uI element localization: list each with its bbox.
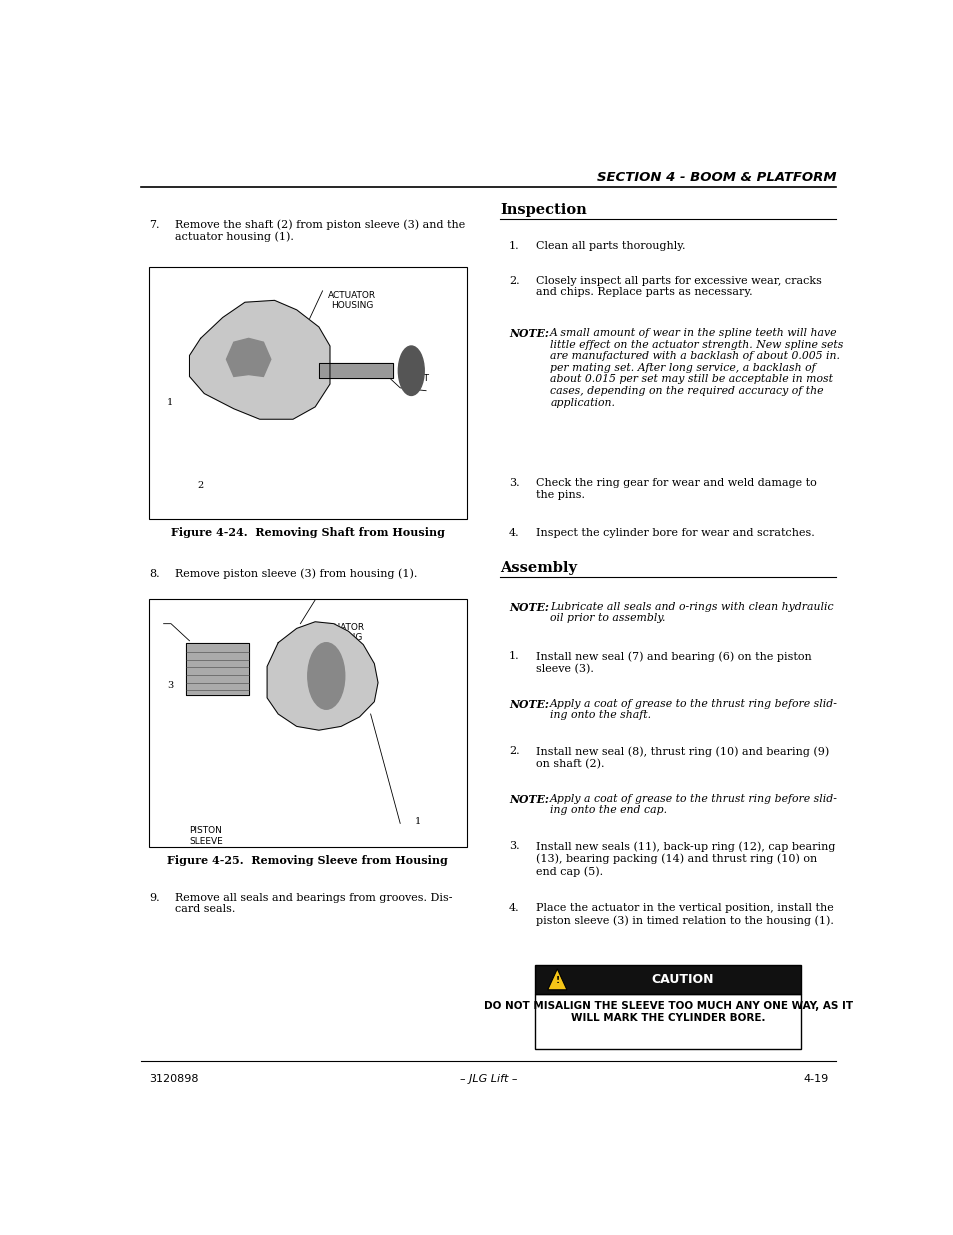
Text: 3.: 3. (508, 478, 519, 488)
Text: Figure 4-25.  Removing Sleeve from Housing: Figure 4-25. Removing Sleeve from Housin… (167, 855, 448, 866)
Text: 4.: 4. (508, 903, 519, 913)
FancyBboxPatch shape (149, 267, 466, 519)
Text: 2.: 2. (508, 746, 519, 756)
Text: 1: 1 (167, 398, 173, 408)
Polygon shape (186, 642, 249, 695)
Text: Remove all seals and bearings from grooves. Dis-
card seals.: Remove all seals and bearings from groov… (174, 893, 452, 914)
Text: 1.: 1. (508, 241, 519, 252)
Text: Place the actuator in the vertical position, install the
piston sleeve (3) in ti: Place the actuator in the vertical posit… (535, 903, 833, 925)
Polygon shape (226, 338, 271, 377)
Text: Inspect the cylinder bore for wear and scratches.: Inspect the cylinder bore for wear and s… (535, 527, 814, 537)
Ellipse shape (308, 642, 344, 709)
Text: CAUTION: CAUTION (651, 973, 714, 986)
Text: 1: 1 (415, 818, 421, 826)
Text: A small amount of wear in the spline teeth will have
little effect on the actuat: A small amount of wear in the spline tee… (550, 329, 842, 408)
Text: Install new seals (11), back-up ring (12), cap bearing
(13), bearing packing (14: Install new seals (11), back-up ring (12… (535, 841, 834, 877)
Text: 8.: 8. (149, 568, 159, 578)
Text: SECTION 4 - BOOM & PLATFORM: SECTION 4 - BOOM & PLATFORM (597, 172, 836, 184)
Text: NOTE:: NOTE: (508, 794, 548, 805)
Text: Lubricate all seals and o-rings with clean hydraulic
oil prior to assembly.: Lubricate all seals and o-rings with cle… (550, 601, 833, 624)
FancyBboxPatch shape (149, 599, 466, 847)
Text: NOTE:: NOTE: (508, 329, 548, 338)
Text: 3: 3 (167, 680, 173, 689)
Text: 3120898: 3120898 (149, 1074, 198, 1084)
Text: Closely inspect all parts for excessive wear, cracks
and chips. Replace parts as: Closely inspect all parts for excessive … (535, 275, 821, 298)
Text: !: ! (555, 976, 558, 984)
Polygon shape (190, 300, 330, 419)
FancyBboxPatch shape (535, 965, 801, 994)
Text: NOTE:: NOTE: (508, 699, 548, 710)
Text: – JLG Lift –: – JLG Lift – (459, 1074, 517, 1084)
Text: Check the ring gear for wear and weld damage to
the pins.: Check the ring gear for wear and weld da… (535, 478, 816, 500)
Text: Install new seal (8), thrust ring (10) and bearing (9)
on shaft (2).: Install new seal (8), thrust ring (10) a… (535, 746, 828, 769)
Polygon shape (318, 363, 393, 378)
Text: 2.: 2. (508, 275, 519, 285)
Polygon shape (547, 969, 566, 989)
Text: Remove piston sleeve (3) from housing (1).: Remove piston sleeve (3) from housing (1… (174, 568, 416, 579)
Text: Clean all parts thoroughly.: Clean all parts thoroughly. (535, 241, 684, 252)
Text: Apply a coat of grease to the thrust ring before slid-
ing onto the shaft.: Apply a coat of grease to the thrust rin… (550, 699, 838, 720)
Ellipse shape (398, 346, 424, 395)
Text: Figure 4-24.  Removing Shaft from Housing: Figure 4-24. Removing Shaft from Housing (171, 526, 444, 537)
Text: Install new seal (7) and bearing (6) on the piston
sleeve (3).: Install new seal (7) and bearing (6) on … (535, 651, 810, 674)
Text: 4.: 4. (508, 527, 519, 537)
FancyBboxPatch shape (535, 994, 801, 1049)
Text: Remove the shaft (2) from piston sleeve (3) and the
actuator housing (1).: Remove the shaft (2) from piston sleeve … (174, 220, 464, 242)
Text: DO NOT MISALIGN THE SLEEVE TOO MUCH ANY ONE WAY, AS IT
WILL MARK THE CYLINDER BO: DO NOT MISALIGN THE SLEEVE TOO MUCH ANY … (483, 1002, 852, 1023)
Text: Assembly: Assembly (499, 561, 577, 576)
Polygon shape (267, 621, 377, 730)
Text: 7.: 7. (149, 220, 159, 230)
Text: Inspection: Inspection (499, 203, 586, 216)
Text: 9.: 9. (149, 893, 159, 903)
Text: 4-19: 4-19 (803, 1074, 828, 1084)
Text: PISTON
SLEEVE: PISTON SLEEVE (190, 826, 223, 846)
Text: ACTUATOR
HOUSING: ACTUATOR HOUSING (328, 291, 375, 310)
Text: NOTE:: NOTE: (508, 601, 548, 613)
Text: Apply a coat of grease to the thrust ring before slid-
ing onto the end cap.: Apply a coat of grease to the thrust rin… (550, 794, 838, 815)
Text: SHAFT: SHAFT (400, 374, 429, 383)
Text: 3.: 3. (508, 841, 519, 851)
Text: ACTUATOR
HOUSING: ACTUATOR HOUSING (316, 622, 365, 642)
Text: 2: 2 (196, 482, 203, 490)
Text: 1.: 1. (508, 651, 519, 661)
